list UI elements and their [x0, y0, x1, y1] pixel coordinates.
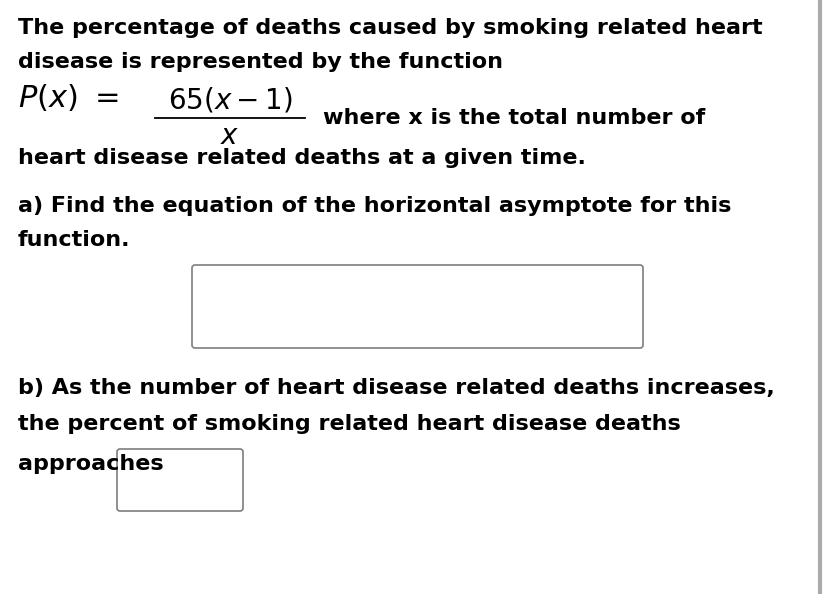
Text: disease is represented by the function: disease is represented by the function: [18, 52, 502, 72]
Text: function.: function.: [18, 230, 131, 250]
FancyBboxPatch shape: [117, 449, 242, 511]
Text: $x$: $x$: [220, 122, 239, 150]
Text: where x is the total number of: where x is the total number of: [323, 108, 705, 128]
Text: approaches: approaches: [18, 454, 164, 474]
FancyBboxPatch shape: [192, 265, 643, 348]
Text: heart disease related deaths at a given time.: heart disease related deaths at a given …: [18, 148, 586, 168]
Text: $65(x-1)$: $65(x-1)$: [168, 85, 292, 114]
Text: a) Find the equation of the horizontal asymptote for this: a) Find the equation of the horizontal a…: [18, 196, 730, 216]
Text: b) As the number of heart disease related deaths increases,: b) As the number of heart disease relate…: [18, 378, 774, 398]
Text: The percentage of deaths caused by smoking related heart: The percentage of deaths caused by smoki…: [18, 18, 762, 38]
Text: the percent of smoking related heart disease deaths: the percent of smoking related heart dis…: [18, 414, 680, 434]
Text: $P(x)\ =$: $P(x)\ =$: [18, 82, 118, 113]
